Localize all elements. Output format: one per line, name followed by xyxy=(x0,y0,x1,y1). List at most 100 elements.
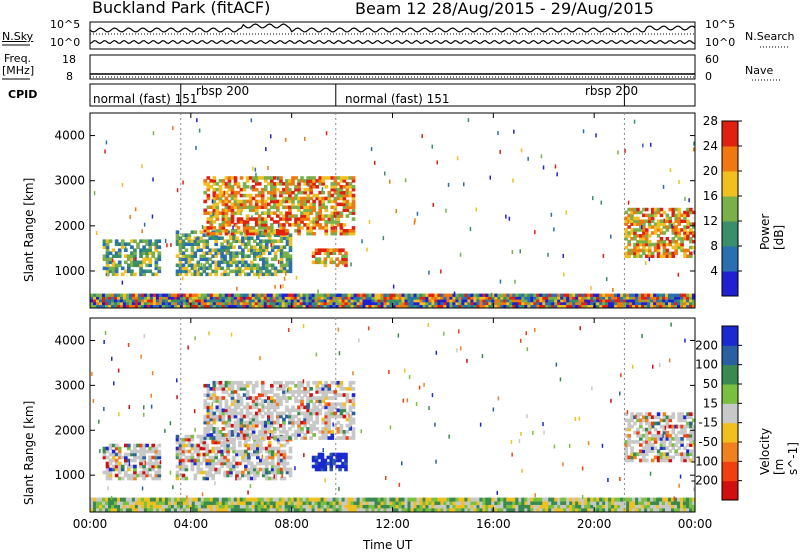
power-cell xyxy=(425,299,429,303)
velocity-cell xyxy=(233,504,238,509)
power-speck xyxy=(129,215,131,219)
velocity-cell xyxy=(212,390,217,394)
velocity-cell xyxy=(677,430,681,435)
velocity-cell xyxy=(239,402,244,407)
power-speck xyxy=(617,150,619,155)
power-cell xyxy=(647,301,651,306)
velocity-cell xyxy=(665,424,670,429)
velocity-cell xyxy=(599,497,603,502)
velocity-cell xyxy=(294,390,298,394)
power-cell xyxy=(339,193,344,198)
power-cell xyxy=(425,293,429,297)
velocity-cell xyxy=(539,507,543,512)
power-speck xyxy=(282,284,284,289)
power-cell xyxy=(197,293,202,297)
velocity-cell xyxy=(627,433,631,438)
velocity-cell xyxy=(152,497,157,502)
power-cell xyxy=(146,299,151,303)
power-cell xyxy=(351,196,356,201)
velocity-cell xyxy=(96,501,100,505)
velocity-cell xyxy=(211,446,215,451)
power-cell xyxy=(270,266,275,271)
velocity-cell xyxy=(102,504,106,509)
velocity-cell xyxy=(410,507,415,512)
power-cell xyxy=(404,296,409,300)
velocity-cell xyxy=(342,393,347,397)
velocity-cell xyxy=(624,427,628,432)
velocity-cell xyxy=(276,464,281,469)
velocity-cell xyxy=(257,411,262,416)
velocity-cell xyxy=(330,390,335,394)
velocity-cell xyxy=(632,507,636,512)
velocity-cell xyxy=(683,446,687,450)
velocity-cell xyxy=(630,455,634,460)
power-speck xyxy=(124,246,127,251)
velocity-cell xyxy=(248,423,253,428)
power-cell xyxy=(674,207,678,212)
power-cell xyxy=(182,293,187,297)
velocity-cell xyxy=(353,501,358,505)
velocity-cell xyxy=(175,437,180,442)
power-cell xyxy=(339,176,344,180)
power-cell xyxy=(218,223,223,227)
power-cell xyxy=(309,187,313,192)
velocity-cell xyxy=(152,501,157,505)
power-cell xyxy=(114,301,118,306)
velocity-cell xyxy=(278,507,283,512)
power-cell xyxy=(102,293,106,297)
power-cell xyxy=(311,304,316,308)
velocity-speck xyxy=(140,455,143,460)
velocity-cell xyxy=(175,452,180,457)
velocity-cell xyxy=(273,399,277,403)
velocity-cell xyxy=(587,507,591,512)
y-tick-label: 2000 xyxy=(54,219,85,233)
power-cell xyxy=(416,296,421,300)
power-speck xyxy=(198,128,201,133)
power-cell xyxy=(380,299,385,303)
power-cell xyxy=(257,223,262,227)
velocity-speck xyxy=(676,424,678,429)
velocity-cell xyxy=(263,504,268,509)
velocity-speck xyxy=(692,440,695,445)
power-cell xyxy=(291,196,295,201)
velocity-cell xyxy=(270,405,274,410)
power-speck xyxy=(267,165,269,170)
power-cell xyxy=(285,217,289,221)
power-cell xyxy=(218,185,223,189)
power-cell xyxy=(362,301,367,306)
velocity-cell xyxy=(285,430,289,434)
velocity-cell xyxy=(668,418,673,423)
velocity-cell xyxy=(206,420,211,425)
power-cell xyxy=(309,231,313,236)
power-cell xyxy=(437,296,441,300)
power-cell xyxy=(263,299,268,303)
power-cell xyxy=(114,296,118,300)
velocity-cell xyxy=(323,458,328,463)
power-cell xyxy=(254,202,259,207)
power-cell xyxy=(374,293,379,297)
velocity-cell xyxy=(545,507,549,512)
velocity-cell xyxy=(645,449,649,454)
power-cell xyxy=(203,299,208,303)
power-cell xyxy=(203,229,208,233)
power-cell xyxy=(125,304,130,308)
power-cell xyxy=(303,211,307,215)
velocity-cell xyxy=(142,452,146,457)
power-cell xyxy=(136,242,140,247)
power-cell xyxy=(551,301,555,306)
power-cell xyxy=(335,293,340,297)
velocity-cell xyxy=(254,423,259,428)
power-cell xyxy=(633,228,637,232)
velocity-cell xyxy=(230,501,235,505)
power-cell xyxy=(506,301,510,306)
power-cell xyxy=(278,293,283,297)
power-cell xyxy=(251,196,256,201)
velocity-cell xyxy=(267,446,272,451)
power-cell xyxy=(639,254,643,259)
velocity-cell xyxy=(650,421,655,426)
power-cell xyxy=(642,242,646,247)
velocity-cell xyxy=(184,476,189,481)
power-cell xyxy=(194,293,199,297)
power-cell xyxy=(348,182,353,186)
velocity-cell xyxy=(151,455,156,460)
